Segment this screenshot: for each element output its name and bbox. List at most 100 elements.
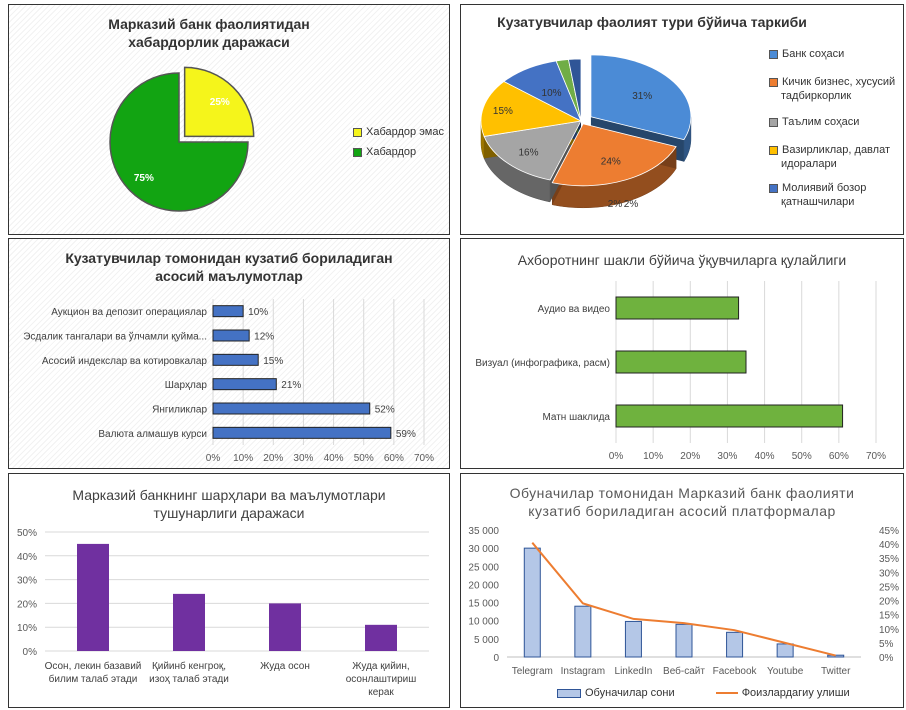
legend-item: Хабардор xyxy=(353,145,444,159)
category-label: осонлаштириш xyxy=(346,674,417,685)
pie-slice xyxy=(551,123,677,187)
bar xyxy=(624,620,642,658)
data-label: 75% xyxy=(134,173,154,184)
data-label: 2% xyxy=(624,199,639,210)
pie-slice xyxy=(183,66,255,138)
data-label: 10% xyxy=(248,307,268,318)
tick-label: 20% xyxy=(263,453,283,464)
bar xyxy=(269,603,301,651)
legend: Хабардор эмас Хабардор xyxy=(353,125,444,159)
series-line xyxy=(531,542,836,657)
tick-label: 40% xyxy=(755,451,775,462)
tick-label: 20 000 xyxy=(468,580,499,591)
format-convenience-chart-panel: Ахборотнинг шакли бўйича ўқувчиларга қул… xyxy=(460,238,904,469)
chart-title: Ахборотнинг шакли бўйича ўқувчиларга қул… xyxy=(517,252,847,268)
bar xyxy=(365,624,397,651)
clarity-chart-panel: Марказий банкнинг шарҳлари ва маълумотла… xyxy=(8,473,450,708)
pie-slice xyxy=(567,58,582,122)
chart-title: Кузатувчилар томонидан кузатиб бориладиг… xyxy=(65,250,393,284)
awareness-pie-chart: 25% 75% xyxy=(109,66,255,212)
tick-label: 70% xyxy=(866,451,886,462)
data-label: 16% xyxy=(519,148,539,159)
tick-label: 25 000 xyxy=(468,562,499,573)
category-label: Аукцион ва депозит операциялар xyxy=(51,307,207,318)
bar xyxy=(574,605,592,658)
category-label: Жуда осон xyxy=(260,661,310,672)
format-bar-chart: 0% 10% 20% 30% 40% 50% 60% 70% Аудио ва видео Виз… xyxy=(475,281,886,462)
bar xyxy=(523,547,541,658)
bar xyxy=(212,426,392,439)
legend-swatch xyxy=(715,692,738,695)
tick-label: 10% xyxy=(643,451,663,462)
legend-swatch xyxy=(353,147,362,157)
bar xyxy=(212,402,371,415)
tick-label: 30 000 xyxy=(468,544,499,555)
category-label: Youtube xyxy=(767,666,804,677)
tick-label: 40% xyxy=(17,552,37,563)
tick-label: 0% xyxy=(23,647,38,658)
awareness-chart-panel: Марказий банк фаолиятидан хабардорлик да… xyxy=(8,4,450,235)
legend-swatch xyxy=(769,183,778,193)
tick-label: 15% xyxy=(879,611,899,622)
category-label: Визуал (инфографика, расм) xyxy=(475,357,610,369)
clarity-bar-chart: 0% 10% 20% 30% 40% 50% Осон, лекин базавийбили… xyxy=(17,528,429,698)
chart-title: Обуначилар томонидан Марказий банк фаоли… xyxy=(509,485,855,519)
tick-label: 50% xyxy=(17,528,37,539)
legend-swatch xyxy=(557,688,581,698)
tick-label: 0% xyxy=(879,653,894,664)
category-label: Осон, лекин базавий xyxy=(45,660,142,672)
category-label: Эсдалик тангалари ва ўлчамли қуйма... xyxy=(23,331,207,343)
data-label: 25% xyxy=(210,97,230,108)
tick-label: 30% xyxy=(879,568,899,579)
tick-label: 50% xyxy=(792,451,812,462)
tick-label: 20% xyxy=(17,599,37,610)
category-label: изоҳ талаб этади xyxy=(149,673,229,685)
legend-item: Вазирликлар, давлат идоралари xyxy=(769,143,899,181)
legend: Обуначилар сони Фоизлардагиу улиши xyxy=(557,686,850,700)
bar xyxy=(173,593,205,651)
tick-label: 0 xyxy=(493,653,499,664)
legend-swatch xyxy=(769,145,778,155)
tick-label: 10 000 xyxy=(468,617,499,628)
bar xyxy=(615,296,740,320)
legend-label: Вазирликлар, давлат идоралари xyxy=(781,144,890,170)
tick-label: 40% xyxy=(879,540,899,551)
tick-label: 35 000 xyxy=(468,526,499,537)
legend-label: Банк соҳаси xyxy=(782,48,845,60)
data-label: 15% xyxy=(493,106,513,117)
category-label: Валюта алмашув курси xyxy=(98,429,207,440)
category-label: Веб-сайт xyxy=(663,665,705,677)
pie-slice xyxy=(480,81,583,137)
tick-label: 20% xyxy=(680,451,700,462)
bar xyxy=(615,350,747,374)
platforms-combo-chart: 0 5 000 10 000 15 000 20 000 25 000 30 000 35 0… xyxy=(468,526,899,677)
category-label: Матн шаклида xyxy=(542,412,610,423)
tick-label: 0% xyxy=(609,451,624,462)
tick-label: 40% xyxy=(324,453,344,464)
legend-label: Молиявий бозор қатнашчилари xyxy=(781,182,867,208)
category-label: Қийинб кенгроқ, xyxy=(152,660,226,672)
tick-label: 30% xyxy=(293,453,313,464)
pie-slice xyxy=(590,54,692,141)
chart-title: Марказий банкнинг шарҳлари ва маълумотла… xyxy=(72,487,386,521)
observer-activity-chart-panel: Кузатувчилар фаолият тури бўйича таркиби… xyxy=(460,4,904,235)
bar xyxy=(77,543,109,651)
category-label: Facebook xyxy=(713,666,758,677)
data-label: 21% xyxy=(281,380,301,391)
activity-pie-chart: 31% 24% 16% 15% 10% 2% 2% xyxy=(480,54,692,210)
bar xyxy=(675,623,693,658)
data-label: 2% xyxy=(608,199,623,210)
tracked-info-chart-panel: Кузатувчилар томонидан кузатиб бориладиг… xyxy=(8,238,450,469)
bar xyxy=(212,378,277,391)
legend-item: Фоизлардагиу улиши xyxy=(715,687,850,699)
tick-label: 70% xyxy=(414,453,434,464)
bar xyxy=(615,404,844,428)
tick-label: 15 000 xyxy=(468,599,499,610)
tick-label: 30% xyxy=(717,451,737,462)
data-label: 12% xyxy=(254,332,274,343)
tick-label: 5% xyxy=(879,639,894,650)
tracked-info-bar-chart: 0% 10% 20% 30% 40% 50% 60% 70% Аукцион ва депози… xyxy=(23,299,434,464)
platforms-chart-panel: Обуначилар томонидан Марказий банк фаоли… xyxy=(460,473,904,708)
category-label: Жуда қийин, xyxy=(352,661,409,672)
category-label: Асосий индекслар ва котировкалар xyxy=(42,356,208,367)
